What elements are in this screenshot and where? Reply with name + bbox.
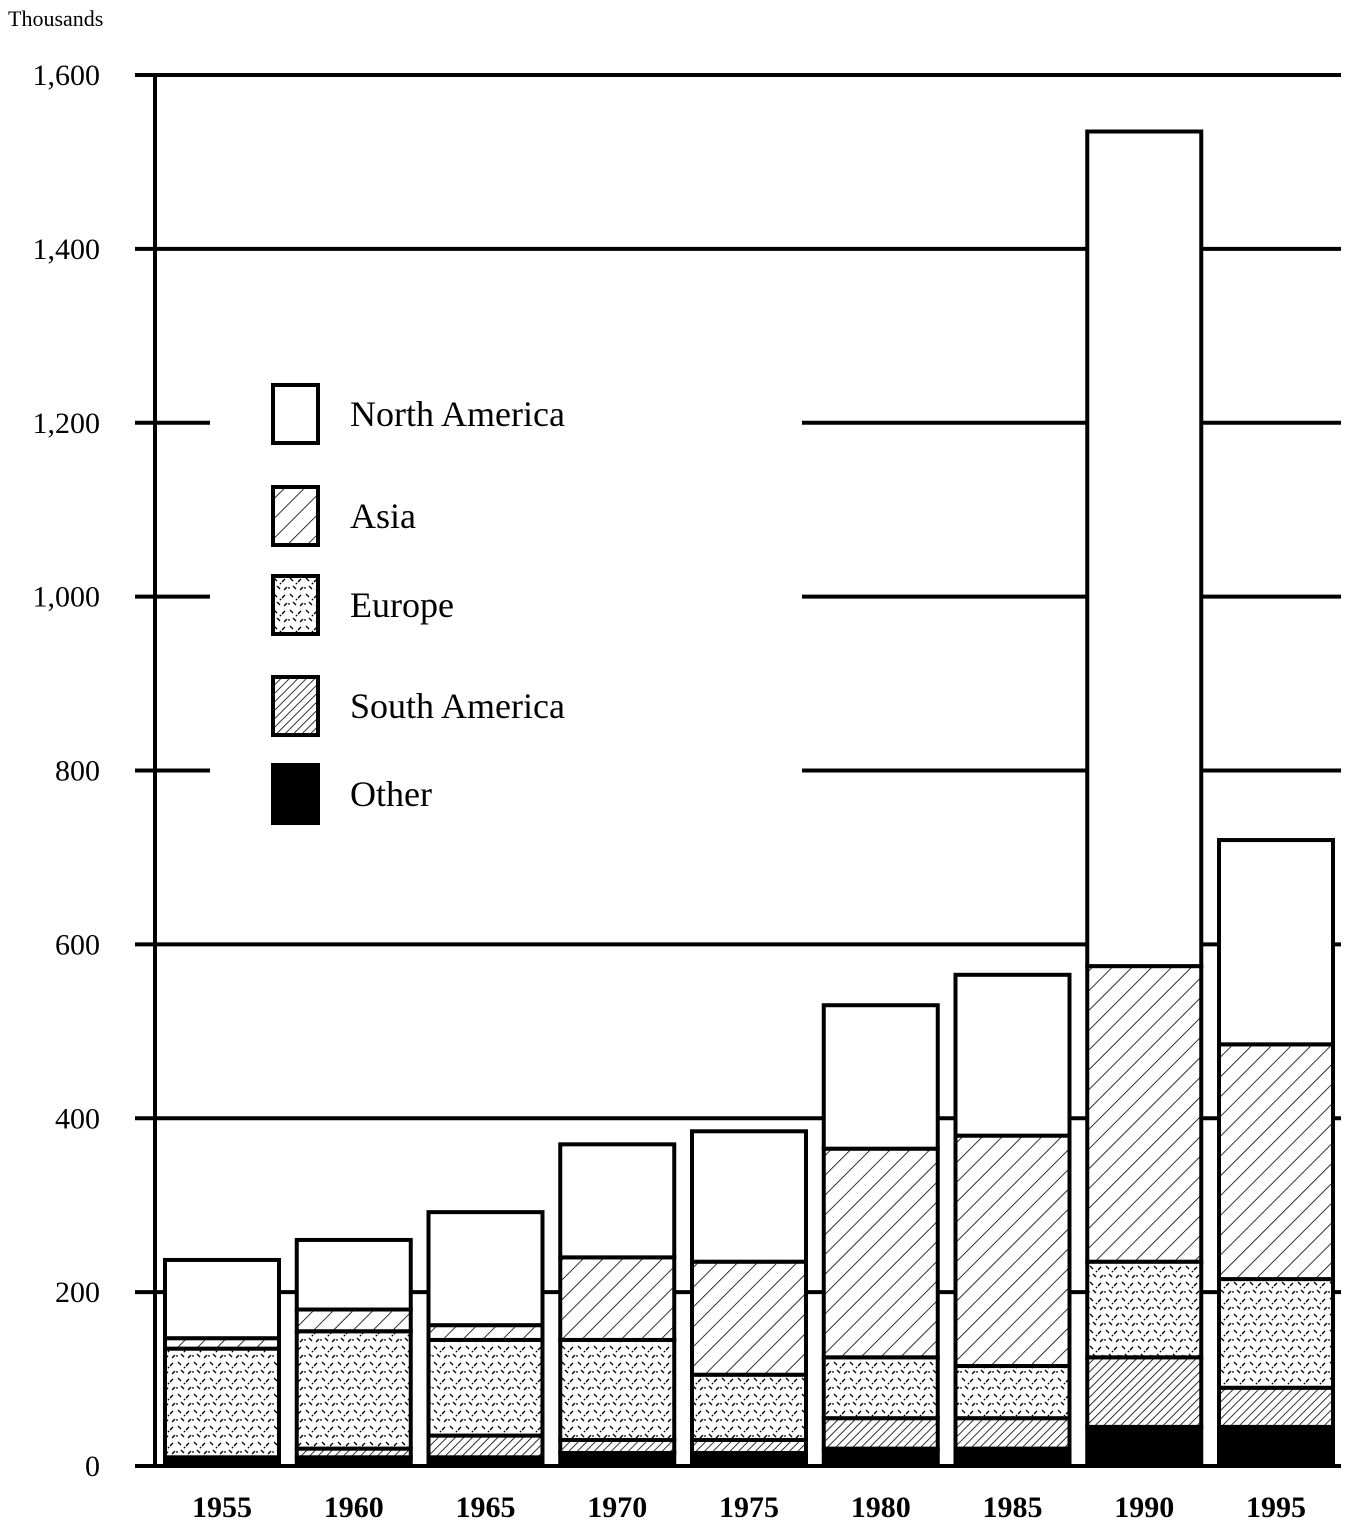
y-tick-labels: 0 200 400 600 800 1,000 1,200 1,400 1,600 <box>33 59 101 1483</box>
bar-segment-europe <box>953 1364 1072 1421</box>
bar-segment-europe <box>690 1372 808 1442</box>
bar-segment-other <box>953 1446 1072 1469</box>
y-tick-label: 1,400 <box>33 233 101 266</box>
bar-segment-north-america <box>163 1257 281 1341</box>
bar-segment-north-america <box>690 1129 808 1264</box>
bar-segment-europe <box>163 1346 281 1460</box>
y-tick-label: 800 <box>55 755 100 788</box>
bar-segment-asia <box>1217 1042 1335 1282</box>
y-tick-label: 1,000 <box>33 581 101 614</box>
bar-segment-europe <box>558 1337 677 1442</box>
bar-1965 <box>426 1210 545 1469</box>
legend-swatch <box>271 383 320 445</box>
bar-segment-asia <box>821 1146 940 1360</box>
legend-item-europe: Europe <box>271 574 454 636</box>
bar-segment-asia <box>953 1133 1072 1369</box>
bar-1960 <box>294 1237 413 1469</box>
y-tick-label: 400 <box>55 1102 100 1135</box>
bar-segment-europe <box>294 1329 413 1451</box>
bars <box>163 129 1335 1469</box>
x-tick-label: 1975 <box>719 1491 779 1523</box>
legend-swatch <box>271 763 320 825</box>
bar-segment-south-america <box>953 1416 1072 1451</box>
legend-label: South America <box>350 686 565 726</box>
bar-segment-asia <box>426 1323 545 1342</box>
legend-swatch <box>271 574 320 636</box>
legend-label: Asia <box>350 496 416 536</box>
x-tick-label: 1990 <box>1114 1491 1174 1523</box>
bar-segment-europe <box>821 1355 940 1421</box>
legend: North America Asia Europe South America Othe… <box>210 360 802 850</box>
bar-segment-south-america <box>821 1416 940 1451</box>
legend-item-south-america: South America <box>271 675 565 737</box>
legend-label: Other <box>350 774 432 814</box>
bar-1995 <box>1217 838 1335 1469</box>
bar-1975 <box>690 1129 808 1468</box>
x-tick-label: 1970 <box>587 1491 647 1523</box>
x-tick-label: 1960 <box>324 1491 384 1523</box>
bar-segment-north-america <box>1217 838 1335 1047</box>
x-tick-label: 1965 <box>456 1491 516 1523</box>
bar-segment-europe <box>1085 1259 1204 1360</box>
bar-segment-north-america <box>294 1237 413 1312</box>
y-tick-label: 0 <box>85 1450 100 1483</box>
legend-item-asia: Asia <box>271 485 416 547</box>
legend-swatch <box>271 675 320 737</box>
legend-item-north-america: North America <box>271 383 565 445</box>
bar-segment-north-america <box>821 1003 940 1151</box>
bar-segment-asia <box>558 1255 677 1342</box>
bar-1985 <box>953 972 1072 1469</box>
bar-segment-other <box>821 1446 940 1469</box>
bar-segment-south-america <box>1085 1355 1204 1429</box>
y-tick-label: 1,600 <box>33 59 101 92</box>
legend-label: Europe <box>350 585 454 625</box>
bar-1955 <box>163 1257 281 1469</box>
bar-segment-europe <box>426 1337 545 1438</box>
legend-swatch <box>271 485 320 547</box>
bar-segment-south-america <box>426 1433 545 1460</box>
y-tick-label: 200 <box>55 1276 100 1309</box>
bar-1970 <box>558 1142 677 1468</box>
bar-segment-asia <box>1085 964 1204 1264</box>
bar-segment-asia <box>690 1259 808 1377</box>
y-tick-label: 600 <box>55 928 100 961</box>
x-tick-label: 1995 <box>1246 1491 1306 1523</box>
bar-1980 <box>821 1003 940 1469</box>
bar-segment-asia <box>294 1307 413 1334</box>
bar-segment-other <box>1217 1424 1335 1469</box>
bar-segment-europe <box>1217 1277 1335 1390</box>
bar-segment-north-america <box>426 1210 545 1328</box>
bar-segment-north-america <box>1085 129 1204 969</box>
bar-segment-other <box>1085 1424 1204 1469</box>
bar-segment-north-america <box>953 972 1072 1138</box>
y-axis-label: Thousands <box>8 6 103 31</box>
legend-label: North America <box>350 394 565 434</box>
bar-1990 <box>1085 129 1204 1469</box>
bar-segment-south-america <box>1217 1385 1335 1429</box>
y-tick-label: 1,200 <box>33 407 101 440</box>
legend-item-other: Other <box>271 763 432 825</box>
bar-segment-north-america <box>558 1142 677 1260</box>
x-tick-label: 1980 <box>851 1491 911 1523</box>
x-tick-labels: 1955 1960 1965 1970 1975 1980 1985 1990 1995 <box>192 1491 1306 1523</box>
x-tick-label: 1955 <box>192 1491 252 1523</box>
x-tick-label: 1985 <box>983 1491 1043 1523</box>
